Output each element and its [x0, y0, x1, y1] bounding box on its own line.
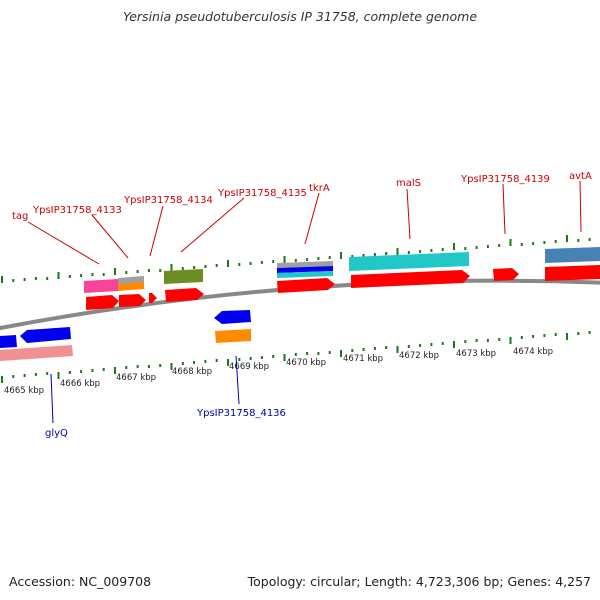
- topology-text: Topology: circular; Length: 4,723,306 bp…: [247, 574, 591, 589]
- feature-left-blue[interactable]: [0, 335, 17, 348]
- feature-tkra-cds[interactable]: [277, 278, 335, 293]
- callout-tkra: [304, 192, 320, 245]
- feature-4134-cds[interactable]: [149, 293, 157, 303]
- gene-labels: tag YpsIP31758_4133 YpsIP31758_4134 YpsI…: [12, 171, 592, 439]
- feature-4136-orange[interactable]: [215, 329, 251, 343]
- feature-4133-cds[interactable]: [119, 294, 146, 307]
- gene-label-tkra[interactable]: tkrA: [309, 183, 330, 194]
- coord-label: 4668 kbp: [172, 367, 212, 377]
- coord-label: 4671 kbp: [343, 354, 383, 364]
- feature-glyq-salmon[interactable]: [0, 345, 73, 361]
- callout-4134: [149, 205, 164, 257]
- feature-4135-cds[interactable]: [165, 288, 204, 302]
- gene-label-tag[interactable]: tag: [12, 211, 28, 222]
- coord-label: 4672 kbp: [399, 351, 439, 361]
- feature-avta-steelblue[interactable]: [545, 247, 600, 263]
- coord-label: 4670 kbp: [286, 358, 326, 368]
- feature-4133-orange[interactable]: [118, 282, 144, 291]
- feature-glyq-blue[interactable]: [20, 327, 71, 343]
- gene-label-4134[interactable]: YpsIP31758_4134: [123, 195, 213, 206]
- feature-tag-cds[interactable]: [86, 295, 119, 310]
- accession-text: Accession: NC_009708: [9, 574, 152, 589]
- label-callouts: [27, 180, 582, 424]
- gene-label-4139[interactable]: YpsIP31758_4139: [460, 174, 550, 185]
- gene-label-4133[interactable]: YpsIP31758_4133: [32, 205, 122, 216]
- coordinate-labels: 4665 kbp 4666 kbp 4667 kbp 4668 kbp 4669…: [4, 347, 553, 396]
- feature-track: [0, 247, 600, 361]
- feature-4136-blue[interactable]: [214, 310, 251, 324]
- callout-4136: [235, 355, 240, 405]
- callout-tag: [27, 221, 100, 265]
- coord-label: 4665 kbp: [4, 386, 44, 396]
- callout-glyq: [50, 373, 54, 424]
- inner-tick-track: [1, 331, 591, 383]
- feature-mals-cyan[interactable]: [349, 252, 469, 271]
- feature-tkra-cyan[interactable]: [277, 271, 333, 278]
- coord-label: 4666 kbp: [60, 379, 100, 389]
- map-title: Yersinia pseudotuberculosis IP 31758, co…: [122, 9, 478, 24]
- gene-label-glyq[interactable]: glyQ: [45, 428, 68, 439]
- callout-4135: [180, 197, 245, 253]
- callout-avta: [579, 180, 582, 233]
- feature-4135-olive[interactable]: [164, 269, 203, 284]
- gene-label-4136[interactable]: YpsIP31758_4136: [196, 408, 286, 419]
- callout-4133: [91, 214, 129, 259]
- outer-tick-track: [1, 235, 591, 283]
- feature-tkra-gray[interactable]: [277, 261, 333, 268]
- feature-avta-cds[interactable]: [545, 265, 600, 281]
- coord-label: 4667 kbp: [116, 373, 156, 383]
- callout-4139: [502, 183, 506, 235]
- feature-4139-cds[interactable]: [493, 268, 519, 281]
- coord-label: 4674 kbp: [513, 347, 553, 357]
- gene-label-avta[interactable]: avtA: [569, 171, 592, 182]
- gene-label-4135[interactable]: YpsIP31758_4135: [217, 188, 307, 199]
- feature-tkra-blue[interactable]: [277, 266, 333, 273]
- feature-tag-pink[interactable]: [84, 279, 118, 293]
- coord-label: 4669 kbp: [229, 362, 269, 372]
- coord-label: 4673 kbp: [456, 349, 496, 359]
- feature-mals-cds[interactable]: [351, 270, 470, 288]
- callout-mals: [406, 188, 411, 240]
- gene-label-mals[interactable]: malS: [396, 178, 421, 189]
